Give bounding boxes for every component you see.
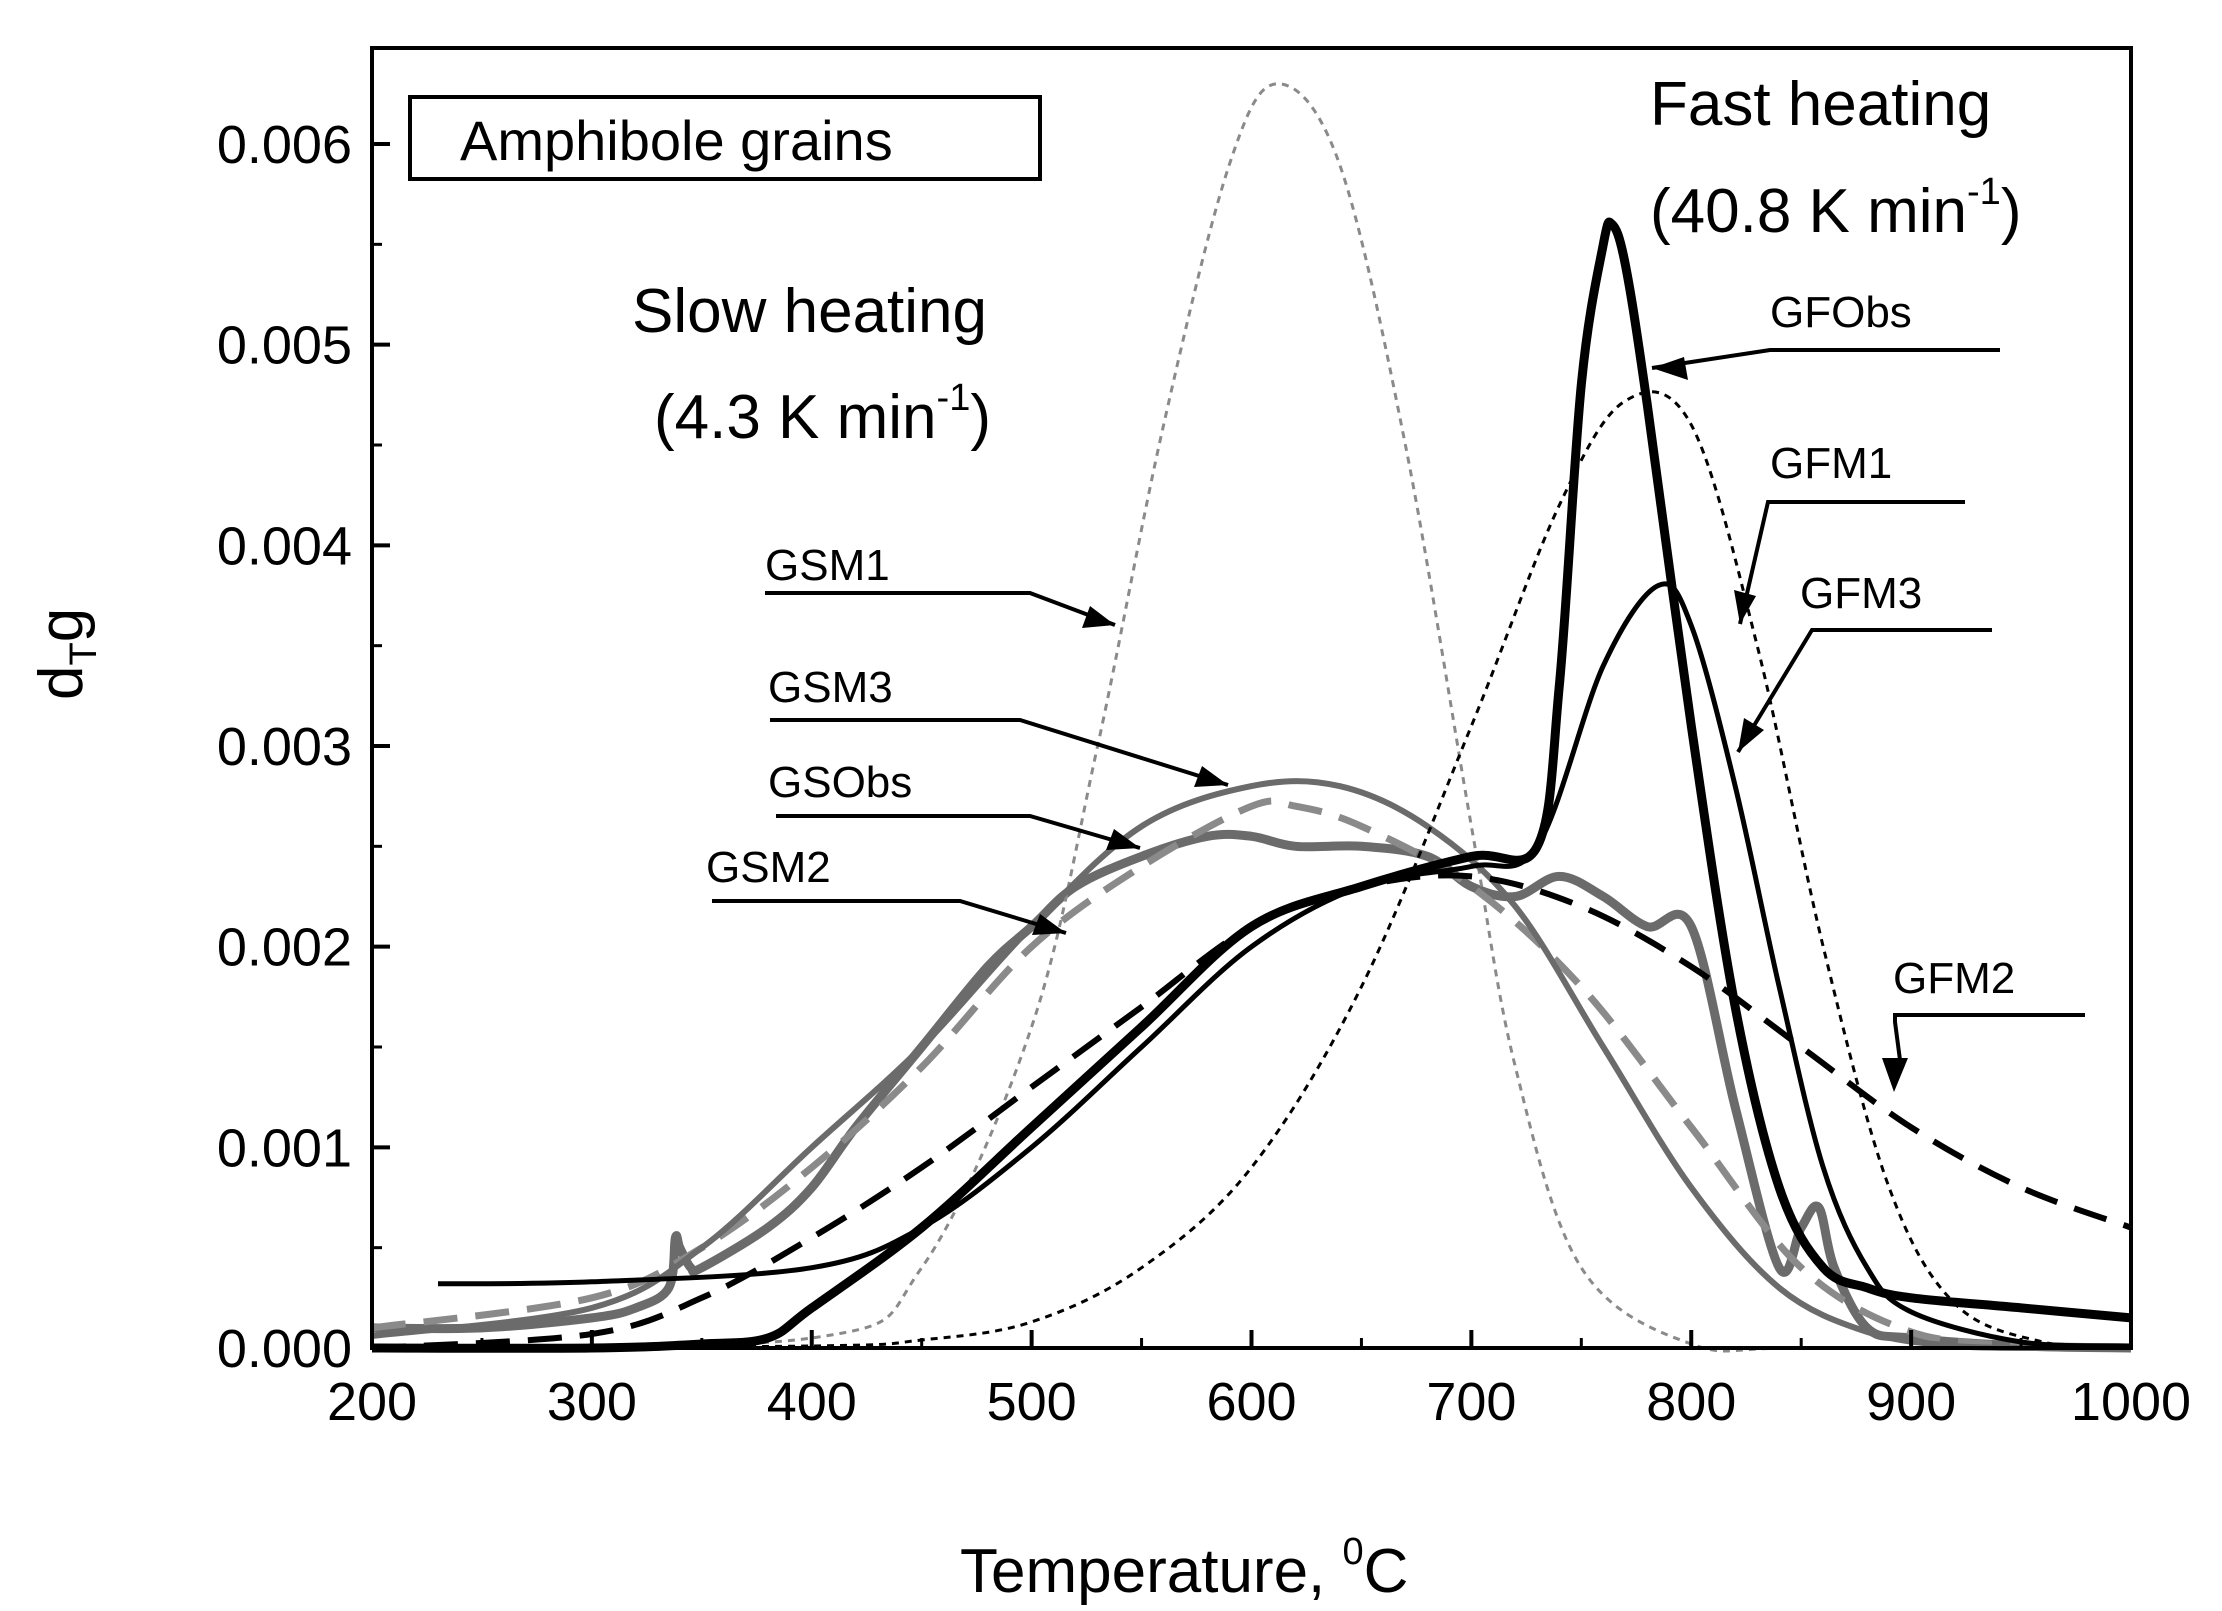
annotation-fast-line2-post: ) xyxy=(2001,177,2022,246)
leader-line xyxy=(1736,628,1992,754)
series-line-gsm2 xyxy=(371,797,2022,1350)
tick-layer: 200 300 400 500 600 700 800 900 1000 0.000 0.001 0.… xyxy=(217,115,2191,1432)
leader-line xyxy=(765,591,1116,627)
series-label: GFM2 xyxy=(1893,954,2015,1003)
y-tick-label: 0.001 xyxy=(217,1118,352,1178)
y-tick-label: 0.005 xyxy=(217,316,352,376)
series-label: GSM3 xyxy=(768,663,893,712)
arrow-head xyxy=(1032,914,1066,935)
y-axis-label-end: g xyxy=(27,608,96,642)
annotation-fast-line2: (40.8 K min-1) xyxy=(1650,171,2021,246)
x-tick-label: 300 xyxy=(547,1372,637,1432)
label-gsm1: GSM1 xyxy=(765,541,1116,628)
y-axis-label-sub: T xyxy=(63,642,105,665)
x-tick-label: 900 xyxy=(1866,1372,1956,1432)
series-label: GSM2 xyxy=(706,843,831,892)
x-tick-label: 1000 xyxy=(2071,1372,2191,1432)
annotation-slow-line2-pre: (4.3 K min xyxy=(654,383,937,452)
label-gfm2: GFM2 xyxy=(1882,954,2085,1092)
arrow-head xyxy=(1082,606,1115,628)
y-tick-label: 0.004 xyxy=(217,516,352,576)
arrow-head xyxy=(1882,1058,1908,1092)
series-label: GFM3 xyxy=(1800,569,1922,618)
label-gfm3: GFM3 xyxy=(1736,569,1992,754)
y-tick-label: 0.000 xyxy=(217,1319,352,1379)
series-line-gfm2 xyxy=(371,872,2133,1351)
series-line-gfm3 xyxy=(437,581,2132,1349)
x-tick-label: 200 xyxy=(327,1372,417,1432)
leader-line xyxy=(1738,500,1965,625)
label-gfobs: GFObs xyxy=(1651,288,2000,380)
y-tick-label: 0.006 xyxy=(217,115,352,175)
series-line-gsm1 xyxy=(371,82,2132,1353)
leader-line xyxy=(1893,1013,2085,1061)
x-axis-label-sup: 0 xyxy=(1343,1531,1364,1573)
arrow-head xyxy=(1194,766,1228,787)
arrow-head xyxy=(1106,829,1140,850)
annotation-slow-line1: Slow heating xyxy=(632,277,987,346)
arrow-head xyxy=(1738,718,1764,752)
legend-box xyxy=(408,95,1042,181)
series-label: GSM1 xyxy=(765,541,890,590)
y-axis-label: dTg xyxy=(27,608,105,700)
annotation-slow-line2: (4.3 K min-1) xyxy=(654,377,991,452)
series-label: GFObs xyxy=(1770,288,1912,337)
arrow-head xyxy=(1652,357,1688,380)
legend-box-text: Amphibole grains xyxy=(460,109,893,172)
series-line-gfobs xyxy=(371,217,2132,1353)
annotation-fast-line2-pre: (40.8 K min xyxy=(1650,177,1967,246)
label-layer: Amphibole grains Slow heating (4.3 K min… xyxy=(27,70,2085,1606)
x-axis-label-unit: C xyxy=(1364,1537,1409,1606)
y-tick-label: 0.003 xyxy=(217,717,352,777)
annotation-slow-line2-sup: -1 xyxy=(937,377,971,419)
series-label: GFM1 xyxy=(1770,439,1892,488)
x-axis-label-main: Temperature, xyxy=(960,1537,1343,1606)
label-gsm2: GSM2 xyxy=(706,843,1067,935)
leader-line xyxy=(1651,348,2000,370)
x-tick-label: 700 xyxy=(1426,1372,1516,1432)
label-gsm3: GSM3 xyxy=(768,663,1229,787)
series-line-gsm3 xyxy=(371,778,2044,1351)
annotation-slow-line2-post: ) xyxy=(970,383,991,452)
x-axis-label: Temperature, 0C xyxy=(960,1531,1408,1606)
x-tick-label: 600 xyxy=(1206,1372,1296,1432)
plot-frame xyxy=(370,46,2133,1350)
leader-line xyxy=(776,814,1141,850)
series-line-gsobs xyxy=(371,829,2132,1353)
x-tick-label: 800 xyxy=(1646,1372,1736,1432)
series-layer xyxy=(371,82,2133,1353)
y-tick-label: 0.002 xyxy=(217,918,352,978)
x-tick-label: 500 xyxy=(987,1372,1077,1432)
x-tick-label: 400 xyxy=(767,1372,857,1432)
y-axis-label-main: d xyxy=(27,666,96,700)
leader-line xyxy=(770,718,1229,787)
series-label: GSObs xyxy=(768,758,912,807)
label-gsobs: GSObs xyxy=(768,758,1141,850)
label-gfm1: GFM1 xyxy=(1734,439,1965,625)
series-line-gfm1 xyxy=(371,390,2132,1350)
annotation-fast-line2-sup: -1 xyxy=(1967,171,2001,213)
leader-line xyxy=(712,899,1067,935)
arrow-head xyxy=(1734,590,1756,624)
annotation-fast-line1: Fast heating xyxy=(1650,70,1991,139)
